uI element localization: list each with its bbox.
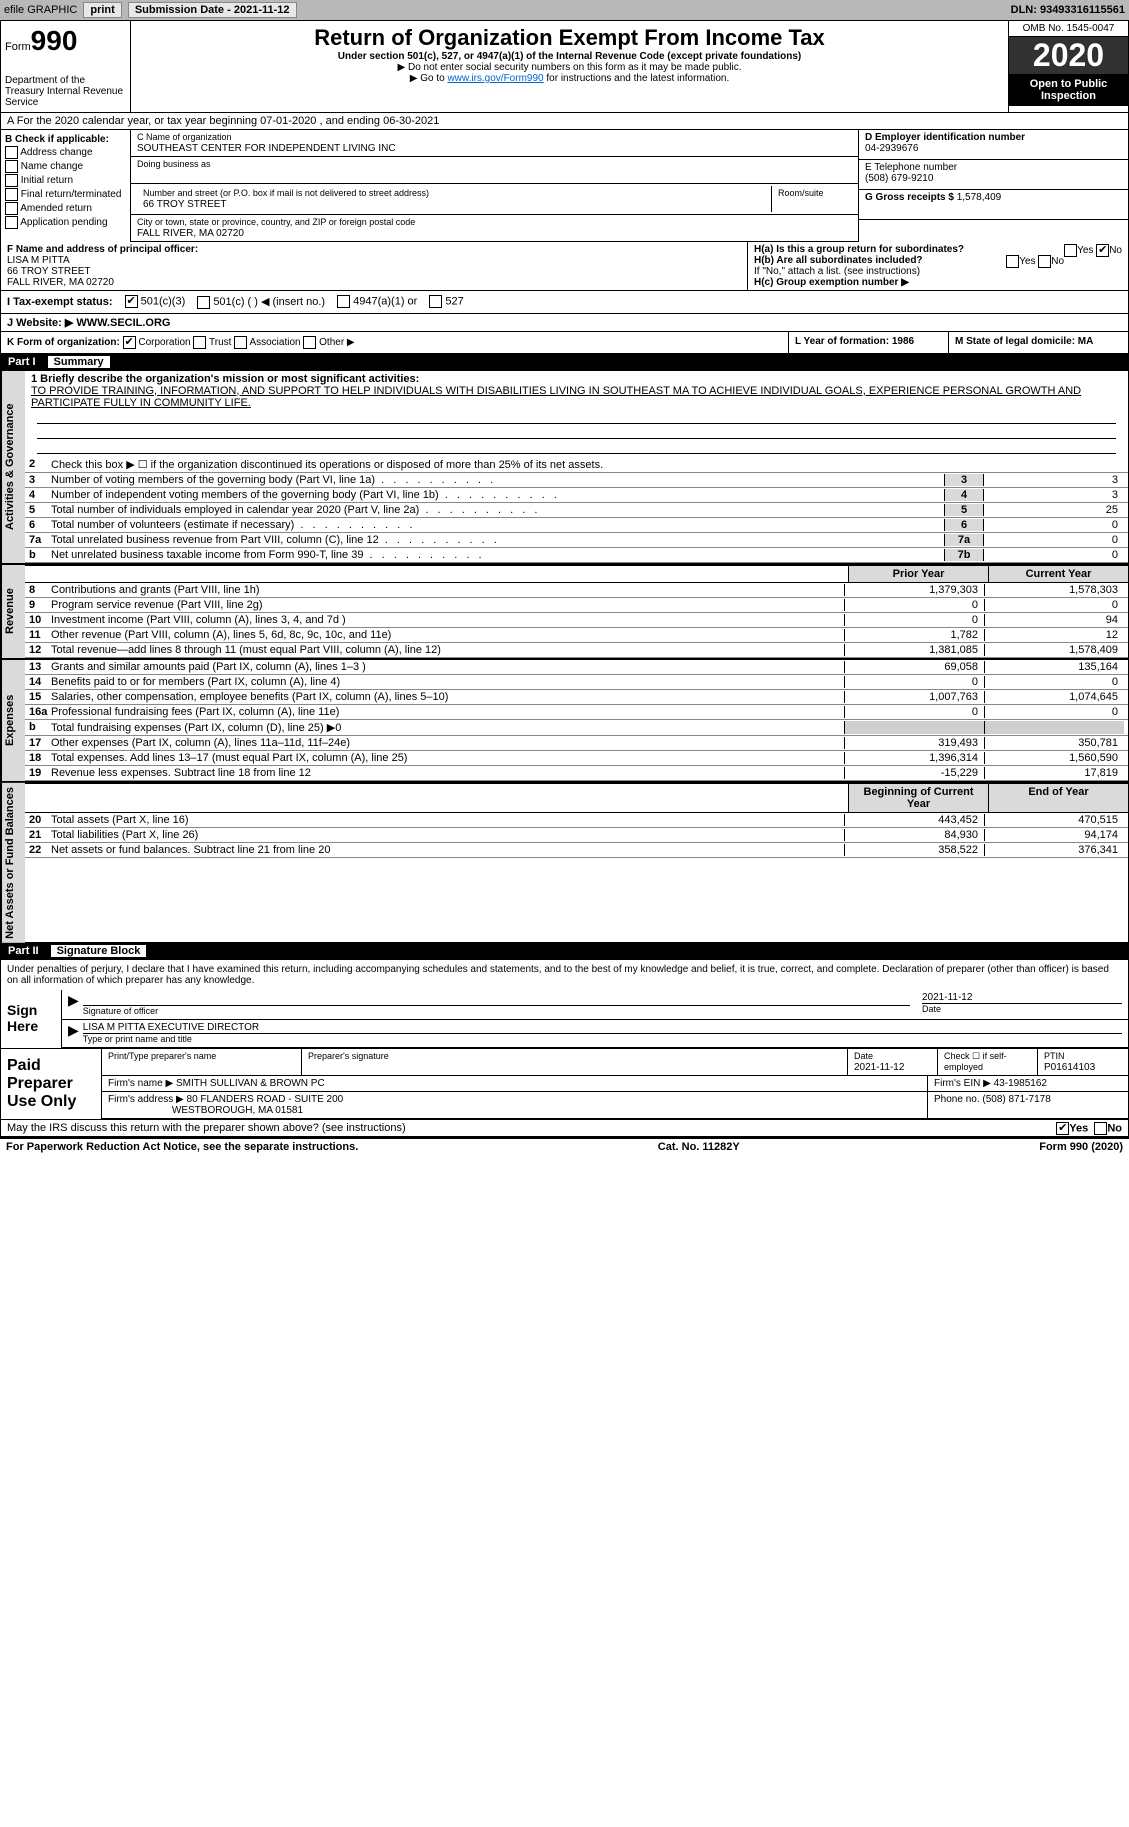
summary-line: bTotal fundraising expenses (Part IX, co… [25, 720, 1128, 736]
org-street: 66 TROY STREET [143, 199, 227, 210]
summary-line: 2Check this box ▶ ☐ if the organization … [25, 457, 1128, 473]
firm-phone: (508) 871-7178 [982, 1094, 1050, 1105]
summary-line: 4Number of independent voting members of… [25, 488, 1128, 503]
top-bar: efile GRAPHIC print Submission Date - 20… [0, 0, 1129, 20]
website-row: J Website: ▶ WWW.SECIL.ORG [0, 314, 1129, 332]
summary-line: 16aProfessional fundraising fees (Part I… [25, 705, 1128, 720]
part-1-header: Part I Summary [0, 354, 1129, 370]
summary-line: 19Revenue less expenses. Subtract line 1… [25, 766, 1128, 781]
summary-line: 14Benefits paid to or for members (Part … [25, 675, 1128, 690]
summary-line: 20Total assets (Part X, line 16)443,4524… [25, 813, 1128, 828]
ein: 04-2939676 [865, 143, 918, 154]
form-number: Form990 [5, 25, 126, 57]
summary-line: 5Total number of individuals employed in… [25, 503, 1128, 518]
officer-name-title: LISA M PITTA EXECUTIVE DIRECTOR [83, 1022, 1122, 1034]
summary-line: 9Program service revenue (Part VIII, lin… [25, 598, 1128, 613]
summary-line: 11Other revenue (Part VIII, column (A), … [25, 628, 1128, 643]
summary-line: bNet unrelated business taxable income f… [25, 548, 1128, 563]
summary-line: 22Net assets or fund balances. Subtract … [25, 843, 1128, 858]
vtab-revenue: Revenue [1, 565, 25, 658]
summary-line: 8Contributions and grants (Part VIII, li… [25, 583, 1128, 598]
officer-group-row: F Name and address of principal officer:… [0, 242, 1129, 291]
firm-addr: 80 FLANDERS ROAD - SUITE 200 [187, 1094, 344, 1105]
department: Department of the Treasury Internal Reve… [5, 75, 126, 108]
vtab-net: Net Assets or Fund Balances [1, 783, 25, 943]
summary-governance: Activities & Governance 1 Briefly descri… [0, 370, 1129, 564]
vtab-governance: Activities & Governance [1, 371, 25, 563]
tax-year-range: A For the 2020 calendar year, or tax yea… [0, 113, 1129, 130]
summary-line: 21Total liabilities (Part X, line 26)84,… [25, 828, 1128, 843]
omb-number: OMB No. 1545-0047 [1009, 21, 1128, 37]
submission-date: Submission Date - 2021-11-12 [128, 2, 297, 18]
ptin: P01614103 [1044, 1062, 1095, 1073]
vtab-expenses: Expenses [1, 660, 25, 781]
summary-line: 17Other expenses (Part IX, column (A), l… [25, 736, 1128, 751]
open-inspection: Open to Public Inspection [1009, 74, 1128, 106]
summary-line: 15Salaries, other compensation, employee… [25, 690, 1128, 705]
summary-line: 10Investment income (Part VIII, column (… [25, 613, 1128, 628]
summary-expenses: Expenses 13Grants and similar amounts pa… [0, 659, 1129, 782]
instructions-link[interactable]: www.irs.gov/Form990 [447, 73, 543, 84]
mission-text: TO PROVIDE TRAINING, INFORMATION, AND SU… [31, 385, 1081, 409]
instr-2: ▶ Go to www.irs.gov/Form990 for instruct… [135, 73, 1004, 84]
website: WWW.SECIL.ORG [76, 317, 170, 329]
phone: (508) 679-9210 [865, 173, 933, 184]
arrow-icon: ▶ [68, 1022, 79, 1045]
tax-year: 2020 [1009, 37, 1128, 74]
paid-preparer: Paid Preparer Use Only Print/Type prepar… [0, 1049, 1129, 1120]
form-header: Form990 Department of the Treasury Inter… [0, 20, 1129, 113]
page-footer: For Paperwork Reduction Act Notice, see … [0, 1139, 1129, 1155]
signature-block: Under penalties of perjury, I declare th… [0, 959, 1129, 1049]
print-button[interactable]: print [83, 2, 121, 18]
dln: DLN: 93493316115561 [1011, 4, 1125, 16]
summary-line: 18Total expenses. Add lines 13–17 (must … [25, 751, 1128, 766]
summary-line: 12Total revenue—add lines 8 through 11 (… [25, 643, 1128, 658]
officer-name: LISA M PITTA [7, 255, 70, 266]
firm-name: SMITH SULLIVAN & BROWN PC [176, 1078, 325, 1089]
arrow-icon: ▶ [68, 992, 79, 1017]
org-name: SOUTHEAST CENTER FOR INDEPENDENT LIVING … [137, 143, 396, 154]
efile-label: efile GRAPHIC [4, 4, 77, 16]
summary-line: 13Grants and similar amounts paid (Part … [25, 660, 1128, 675]
instr-1: ▶ Do not enter social security numbers o… [135, 62, 1004, 73]
summary-revenue: Revenue Prior YearCurrent Year 8Contribu… [0, 564, 1129, 659]
summary-line: 7aTotal unrelated business revenue from … [25, 533, 1128, 548]
tax-exempt-status: I Tax-exempt status: 501(c)(3) 501(c) ( … [0, 291, 1129, 314]
summary-line: 3Number of voting members of the governi… [25, 473, 1128, 488]
header-grid: B Check if applicable: Address change Na… [0, 130, 1129, 242]
check-if-applicable: B Check if applicable: Address change Na… [1, 130, 131, 242]
form-title: Return of Organization Exempt From Incom… [135, 25, 1004, 51]
summary-line: 6Total number of volunteers (estimate if… [25, 518, 1128, 533]
org-city: FALL RIVER, MA 02720 [137, 228, 244, 239]
form-subtitle: Under section 501(c), 527, or 4947(a)(1)… [135, 51, 1004, 62]
gross-receipts: 1,578,409 [957, 192, 1002, 203]
form-of-org-row: K Form of organization: Corporation Trus… [0, 332, 1129, 354]
firm-ein: 43-1985162 [994, 1078, 1047, 1089]
part-2-header: Part II Signature Block [0, 943, 1129, 959]
discuss-row: May the IRS discuss this return with the… [0, 1120, 1129, 1137]
summary-net-assets: Net Assets or Fund Balances Beginning of… [0, 782, 1129, 944]
